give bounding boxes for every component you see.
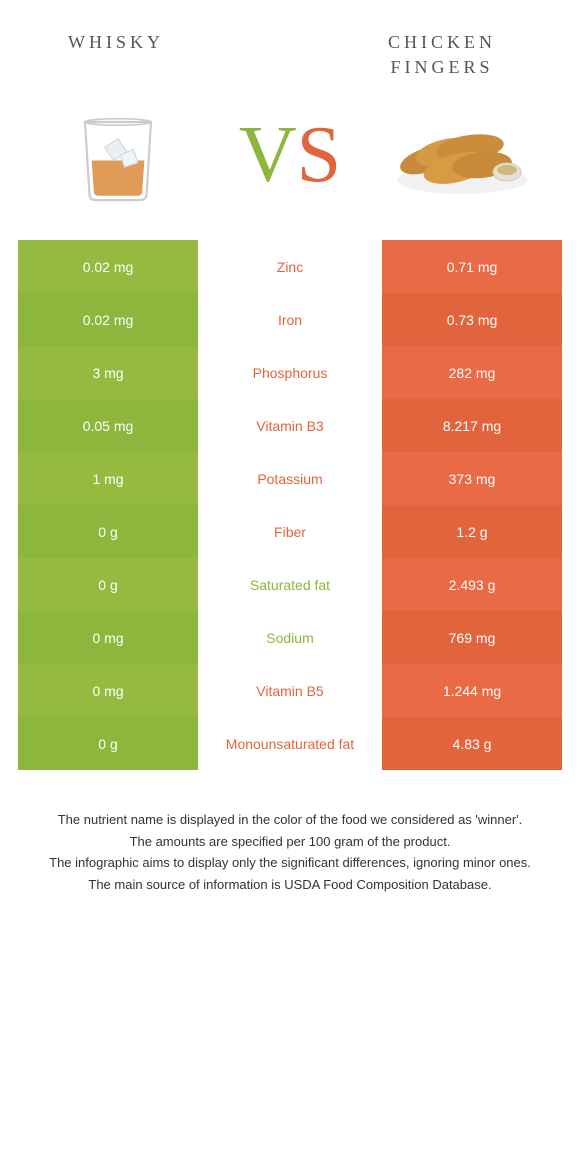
- nutrient-label: Phosphorus: [198, 346, 382, 399]
- footer-line: The nutrient name is displayed in the co…: [38, 810, 542, 830]
- vs-label: VS: [239, 115, 341, 195]
- left-value: 0 g: [18, 505, 198, 558]
- nutrient-table: 0.02 mgZinc0.71 mg0.02 mgIron0.73 mg3 mg…: [18, 240, 562, 770]
- left-value: 0 mg: [18, 611, 198, 664]
- footer-line: The main source of information is USDA F…: [38, 875, 542, 895]
- left-value: 0.05 mg: [18, 399, 198, 452]
- right-value: 769 mg: [382, 611, 562, 664]
- right-value: 8.217 mg: [382, 399, 562, 452]
- table-row: 1 mgPotassium373 mg: [18, 452, 562, 505]
- footer-line: The amounts are specified per 100 gram o…: [38, 832, 542, 852]
- nutrient-label: Monounsaturated fat: [198, 717, 382, 770]
- nutrient-label: Vitamin B5: [198, 664, 382, 717]
- right-value: 282 mg: [382, 346, 562, 399]
- right-value: 1.2 g: [382, 505, 562, 558]
- table-row: 0 mgVitamin B51.244 mg: [18, 664, 562, 717]
- left-value: 0.02 mg: [18, 293, 198, 346]
- table-row: 0 gMonounsaturated fat4.83 g: [18, 717, 562, 770]
- vs-s: S: [297, 115, 342, 195]
- right-value: 4.83 g: [382, 717, 562, 770]
- nutrient-label: Potassium: [198, 452, 382, 505]
- hero-row: VS: [18, 100, 562, 240]
- left-value: 0 g: [18, 717, 198, 770]
- nutrient-label: Iron: [198, 293, 382, 346]
- right-value: 0.71 mg: [382, 240, 562, 293]
- left-value: 0 g: [18, 558, 198, 611]
- whisky-image: [48, 100, 188, 210]
- title-right: CHICKEN FINGERS: [342, 30, 542, 80]
- table-row: 0 gFiber1.2 g: [18, 505, 562, 558]
- nutrient-label: Vitamin B3: [198, 399, 382, 452]
- table-row: 0.02 mgIron0.73 mg: [18, 293, 562, 346]
- table-row: 0 gSaturated fat2.493 g: [18, 558, 562, 611]
- vs-v: V: [239, 115, 297, 195]
- left-value: 0.02 mg: [18, 240, 198, 293]
- table-row: 0 mgSodium769 mg: [18, 611, 562, 664]
- table-row: 0.02 mgZinc0.71 mg: [18, 240, 562, 293]
- footer-notes: The nutrient name is displayed in the co…: [18, 770, 562, 894]
- left-value: 3 mg: [18, 346, 198, 399]
- chicken-fingers-image: [392, 100, 532, 210]
- table-row: 3 mgPhosphorus282 mg: [18, 346, 562, 399]
- right-value: 1.244 mg: [382, 664, 562, 717]
- right-value: 373 mg: [382, 452, 562, 505]
- footer-line: The infographic aims to display only the…: [38, 853, 542, 873]
- infographic-container: WHISKY CHICKEN FINGERS VS: [0, 0, 580, 936]
- nutrient-label: Saturated fat: [198, 558, 382, 611]
- left-value: 1 mg: [18, 452, 198, 505]
- title-left: WHISKY: [38, 30, 218, 55]
- right-value: 0.73 mg: [382, 293, 562, 346]
- right-value: 2.493 g: [382, 558, 562, 611]
- table-row: 0.05 mgVitamin B38.217 mg: [18, 399, 562, 452]
- nutrient-label: Fiber: [198, 505, 382, 558]
- title-row: WHISKY CHICKEN FINGERS: [18, 20, 562, 100]
- nutrient-label: Zinc: [198, 240, 382, 293]
- nutrient-label: Sodium: [198, 611, 382, 664]
- left-value: 0 mg: [18, 664, 198, 717]
